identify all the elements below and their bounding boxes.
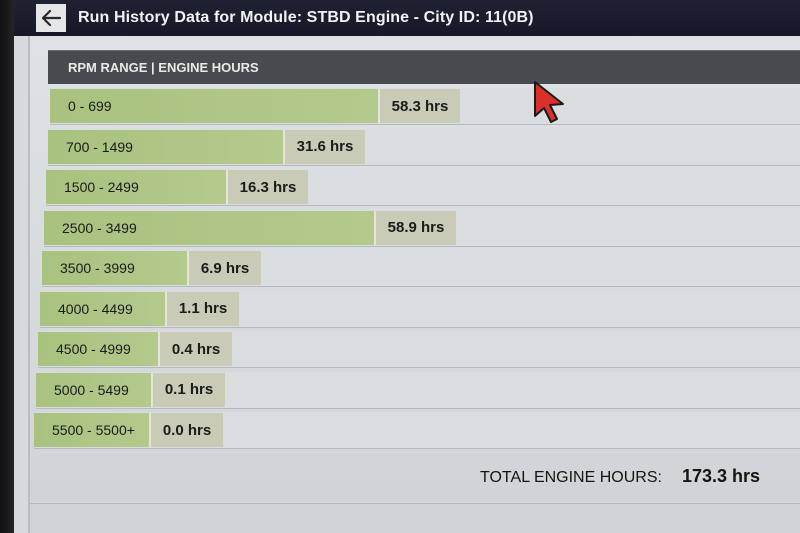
table-row[interactable]: 5000 - 5499 0.1 hrs	[36, 371, 800, 409]
engine-hours-value: 6.9 hrs	[187, 251, 261, 285]
engine-hours-value: 1.1 hrs	[165, 291, 239, 326]
total-label: TOTAL ENGINE HOURS:	[480, 469, 662, 486]
rpm-range-bar: 3500 - 3999	[42, 251, 187, 285]
table-header: RPM RANGE | ENGINE HOURS	[48, 50, 800, 84]
engine-hours-value: 58.9 hrs	[374, 210, 456, 245]
arrow-left-icon	[41, 9, 62, 27]
title-bar: Run History Data for Module: STBD Engine…	[14, 0, 800, 36]
rpm-range-bar: 4000 - 4499	[40, 291, 165, 326]
rpm-range-bar: 2500 - 3499	[44, 210, 374, 245]
table-row[interactable]: 5500 - 5500+ 0.0 hrs	[34, 412, 800, 449]
table-row[interactable]: 700 - 1499 31.6 hrs	[48, 128, 800, 166]
table-row[interactable]: 4500 - 4999 0.4 hrs	[38, 331, 800, 368]
engine-hours-value: 58.3 hrs	[378, 89, 460, 123]
rpm-range-bar: 5500 - 5500+	[34, 413, 149, 447]
rpm-range-bar: 0 - 699	[50, 89, 378, 123]
rpm-range-bar: 4500 - 4999	[38, 332, 158, 366]
table-row[interactable]: 4000 - 4499 1.1 hrs	[40, 290, 800, 328]
rpm-range-bar: 1500 - 2499	[46, 170, 226, 204]
engine-hours-value: 0.0 hrs	[149, 413, 223, 447]
divider	[30, 503, 800, 504]
table-row[interactable]: 2500 - 3499 58.9 hrs	[44, 209, 800, 247]
engine-hours-value: 0.4 hrs	[158, 332, 232, 366]
table-row[interactable]: 0 - 699 58.3 hrs	[50, 88, 800, 125]
total-engine-hours: TOTAL ENGINE HOURS: 173.3 hrs	[480, 466, 760, 487]
engine-hours-value: 31.6 hrs	[283, 129, 365, 164]
page-title: Run History Data for Module: STBD Engine…	[78, 9, 534, 26]
rpm-range-bar: 700 - 1499	[48, 129, 283, 164]
run-history-panel: RPM RANGE | ENGINE HOURS 0 - 699 58.3 hrs…	[28, 36, 800, 533]
total-value: 173.3 hrs	[681, 466, 761, 486]
engine-hours-value: 16.3 hrs	[226, 170, 308, 204]
rpm-range-bar: 5000 - 5499	[36, 372, 151, 407]
table-row[interactable]: 3500 - 3999 6.9 hrs	[42, 250, 800, 287]
engine-hours-value: 0.1 hrs	[151, 372, 225, 407]
table-row[interactable]: 1500 - 2499 16.3 hrs	[46, 169, 800, 206]
screen: Run History Data for Module: STBD Engine…	[14, 0, 800, 533]
back-button[interactable]	[36, 4, 66, 32]
